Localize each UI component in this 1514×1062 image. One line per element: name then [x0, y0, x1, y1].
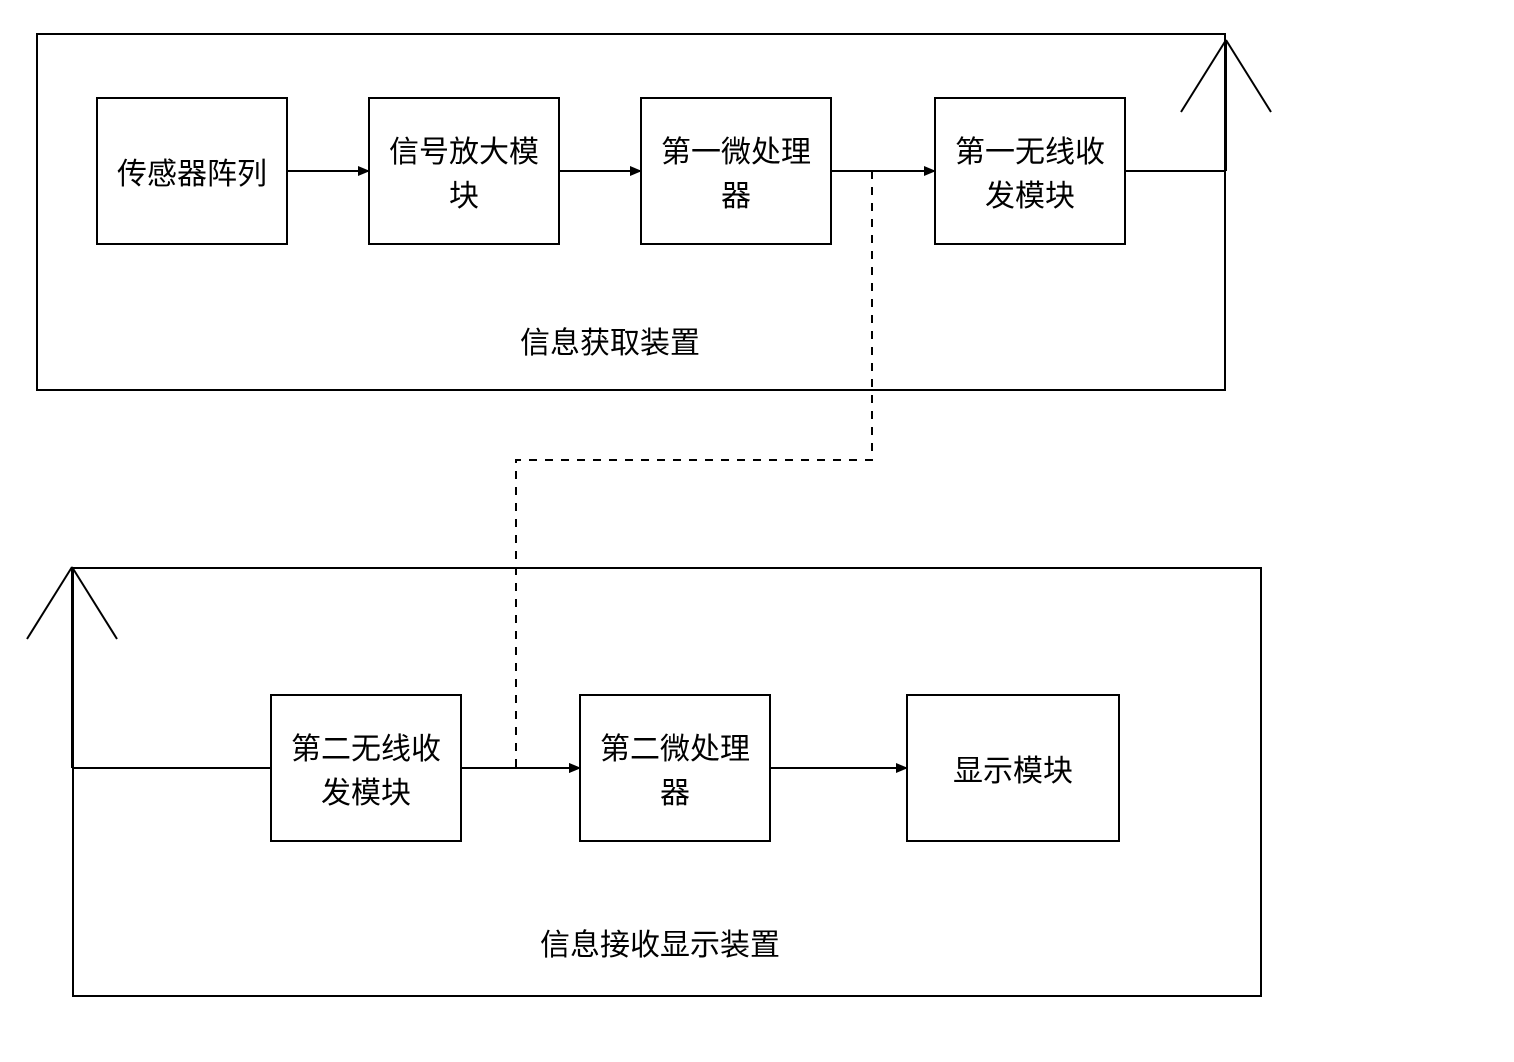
node-text: 显示模块 [953, 746, 1073, 790]
node-display: 显示模块 [906, 694, 1120, 842]
node-text: 传感器阵列 [117, 149, 267, 193]
node-text: 信号放大模块 [378, 127, 550, 215]
node-first-mcu: 第一微处理器 [640, 97, 832, 245]
node-second-mcu: 第二微处理器 [579, 694, 771, 842]
node-text: 第二微处理器 [589, 724, 761, 812]
antenna-v-right [1226, 40, 1271, 112]
node-text: 第一微处理器 [650, 127, 822, 215]
node-second-wireless: 第二无线收发模块 [270, 694, 462, 842]
node-text: 第一无线收发模块 [944, 127, 1116, 215]
node-text: 第二无线收发模块 [280, 724, 452, 812]
node-signal-amp: 信号放大模块 [368, 97, 560, 245]
container-bottom-label: 信息接收显示装置 [540, 920, 780, 964]
node-sensor-array: 传感器阵列 [96, 97, 288, 245]
container-top-label: 信息获取装置 [520, 318, 700, 362]
antenna-v-left [27, 567, 72, 639]
node-first-wireless: 第一无线收发模块 [934, 97, 1126, 245]
